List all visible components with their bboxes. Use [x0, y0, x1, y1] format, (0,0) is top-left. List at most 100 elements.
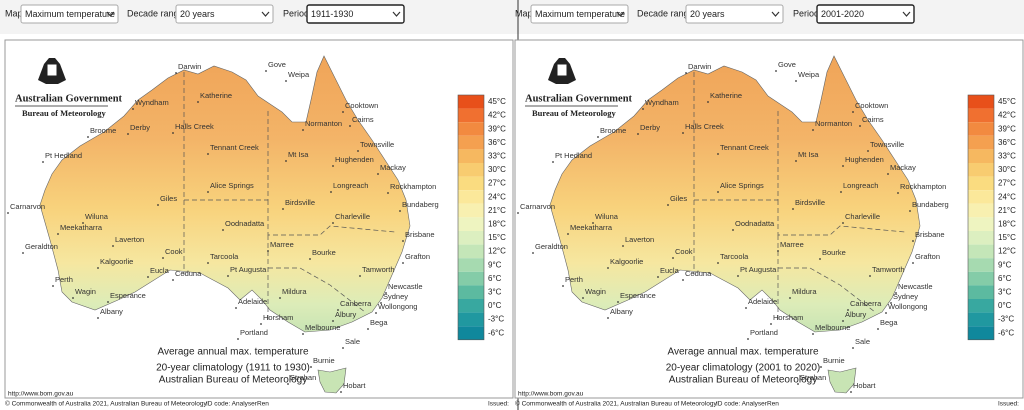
legend-swatch: [968, 163, 994, 177]
map-caption: Average annual max. temperature: [667, 347, 818, 358]
control-label: Map: [5, 8, 23, 18]
legend-label: 36°C: [998, 138, 1016, 147]
city-label: Laverton: [115, 235, 144, 244]
city-dot: [789, 297, 791, 299]
city-label: Mt Isa: [288, 150, 309, 159]
dropdown[interactable]: [530, 4, 629, 24]
legend-swatch: [458, 203, 484, 218]
city-label: Wollongong: [378, 302, 417, 311]
city-label: Townsville: [870, 140, 904, 149]
city-dot: [52, 285, 54, 287]
city-dot: [517, 212, 519, 214]
city-dot: [737, 275, 739, 277]
legend-swatch: [458, 176, 484, 191]
legend-swatch: [458, 258, 484, 272]
city-label: Rockhampton: [900, 182, 946, 191]
city-dot: [672, 257, 674, 259]
legend-label: 9°C: [488, 260, 502, 269]
city-dot: [385, 292, 387, 294]
city-dot: [132, 108, 134, 110]
city-dot: [847, 309, 849, 311]
legend-swatch: [968, 258, 994, 272]
city-label: Burnie: [313, 356, 335, 365]
city-dot: [402, 240, 404, 242]
city-dot: [869, 275, 871, 277]
legend-label: 27°C: [488, 179, 506, 188]
city-label: Pt Augusta: [740, 265, 777, 274]
city-dot: [607, 267, 609, 269]
city-dot: [717, 191, 719, 193]
city-dot: [127, 133, 129, 135]
city-label: Cairns: [862, 115, 884, 124]
city-dot: [745, 307, 747, 309]
city-label: Melbourne: [305, 323, 340, 332]
legend-label: 6°C: [998, 274, 1012, 283]
city-dot: [685, 72, 687, 74]
city-label: Kalgoorlie: [610, 257, 643, 266]
city-dot: [912, 240, 914, 242]
city-dot: [207, 153, 209, 155]
city-label: Sale: [855, 337, 870, 346]
city-label: Tamworth: [872, 265, 905, 274]
legend-label: 6°C: [488, 274, 502, 283]
city-label: Eucla: [150, 266, 170, 275]
city-label: Townsville: [360, 140, 394, 149]
legend-border: [967, 94, 995, 341]
city-label: Brisbane: [405, 230, 435, 239]
legend-label: 45°C: [998, 97, 1016, 106]
legend-label: 42°C: [998, 111, 1016, 120]
dropdown-value: Maximum temperature: [535, 9, 625, 19]
city-dot: [267, 250, 269, 252]
logo-line1: Australian Government: [525, 93, 633, 104]
dropdown[interactable]: [816, 4, 915, 24]
city-dot: [332, 165, 334, 167]
city-dot: [402, 262, 404, 264]
city-dot: [82, 222, 84, 224]
city-dot: [877, 328, 879, 330]
city-dot: [330, 191, 332, 193]
legend-swatch: [968, 312, 994, 327]
city-dot: [235, 307, 237, 309]
dropdown[interactable]: [175, 4, 274, 24]
city-label: Hobart: [343, 381, 366, 390]
city-label: Newcastle: [898, 282, 933, 291]
city-dot: [795, 160, 797, 162]
city-label: Broome: [600, 126, 626, 135]
city-dot: [112, 245, 114, 247]
control-label: Period: [793, 8, 819, 18]
dropdown[interactable]: [685, 4, 784, 24]
city-label: Laverton: [625, 235, 654, 244]
city-label: Oodnadatta: [225, 219, 265, 228]
city-label: Bundaberg: [402, 200, 439, 209]
city-dot: [617, 301, 619, 303]
legend-label: -6°C: [998, 328, 1014, 337]
dropdown[interactable]: [20, 4, 119, 24]
city-dot: [162, 257, 164, 259]
legend-swatch: [458, 95, 484, 109]
city-dot: [795, 80, 797, 82]
city-label: Hughenden: [845, 155, 884, 164]
city-label: Broome: [90, 126, 116, 135]
legend-swatch: [968, 217, 994, 231]
city-dot: [285, 80, 287, 82]
city-dot: [57, 233, 59, 235]
legend-swatch: [458, 122, 484, 136]
legend-label: 21°C: [998, 206, 1016, 215]
city-label: Oodnadatta: [735, 219, 775, 228]
control-label: Map: [515, 8, 533, 18]
dropdown[interactable]: [306, 4, 405, 24]
city-dot: [842, 222, 844, 224]
city-label: Mildura: [792, 287, 817, 296]
footer-issued: Issued:: [998, 401, 1019, 408]
city-label: Halls Creek: [685, 122, 724, 131]
city-dot: [637, 133, 639, 135]
city-label: Portland: [240, 328, 268, 337]
legend-swatch: [968, 271, 994, 286]
city-dot: [567, 233, 569, 235]
city-dot: [885, 312, 887, 314]
city-label: Alice Springs: [210, 181, 254, 190]
legend-label: 0°C: [998, 301, 1012, 310]
city-label: Grafton: [405, 252, 430, 261]
city-label: Wollongong: [888, 302, 927, 311]
legend-swatch: [458, 285, 484, 299]
